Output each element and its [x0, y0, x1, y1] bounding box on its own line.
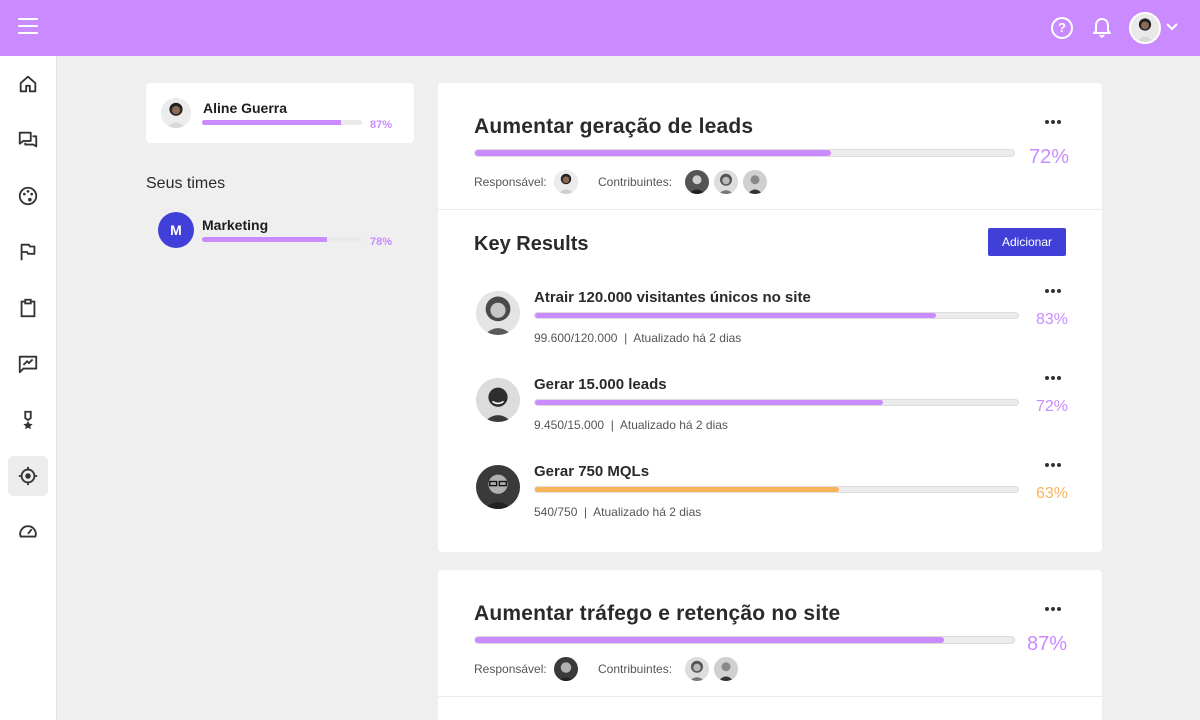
- objective-card: Aumentar geração de leads 72% Responsáve…: [438, 83, 1102, 552]
- clipboard-icon[interactable]: [8, 288, 48, 328]
- teams-title: Seus times: [146, 175, 226, 192]
- objective-card: Aumentar tráfego e retenção no site 87% …: [438, 570, 1102, 720]
- sidebar: [0, 56, 57, 720]
- chevron-down-icon[interactable]: [1166, 22, 1178, 32]
- objective-progress-bar: [474, 149, 1015, 157]
- responsavel-avatar[interactable]: [554, 170, 578, 194]
- profile-progress-fill: [202, 120, 342, 125]
- contribuintes-label: Contribuintes:: [598, 175, 673, 189]
- objective-progress-fill: [475, 150, 831, 156]
- kr-owner-avatar: [476, 291, 520, 335]
- hamburger-icon[interactable]: [18, 18, 38, 38]
- contributor-avatar[interactable]: [714, 170, 738, 194]
- team-percent: 78%: [370, 236, 393, 248]
- kr-progress-fill: [535, 313, 936, 318]
- flag-icon[interactable]: [8, 232, 48, 272]
- kr-meta: 9.450/15.000 | Atualizado há 2 dias: [534, 418, 728, 432]
- medal-icon[interactable]: [8, 400, 48, 440]
- objective-percent: 87%: [1027, 633, 1068, 655]
- bell-icon[interactable]: [1092, 17, 1112, 39]
- objective-title[interactable]: Aumentar tráfego e retenção no site: [474, 602, 841, 625]
- help-icon[interactable]: ?: [1051, 17, 1073, 39]
- responsavel-label: Responsável:: [474, 662, 547, 676]
- objective-percent: 72%: [1029, 146, 1070, 168]
- contribuintes-label: Contribuintes:: [598, 662, 673, 676]
- contributor-avatar[interactable]: [685, 657, 709, 681]
- objective-title[interactable]: Aumentar geração de leads: [474, 115, 754, 138]
- key-results-title: Key Results: [474, 233, 589, 255]
- team-badge: M: [158, 212, 194, 248]
- avatar: [161, 98, 191, 128]
- kr-progress-fill: [535, 400, 883, 405]
- speedometer-icon[interactable]: [8, 512, 48, 552]
- kr-progress-bar: [534, 486, 1019, 493]
- team-progress-bar: [202, 237, 362, 242]
- kr-owner-avatar: [476, 378, 520, 422]
- divider: [438, 696, 1102, 697]
- contributor-avatar[interactable]: [685, 170, 709, 194]
- chat-icon[interactable]: [8, 120, 48, 160]
- kr-percent: 83%: [1036, 311, 1069, 328]
- objective-progress-fill: [475, 637, 944, 643]
- feedback-icon[interactable]: [8, 344, 48, 384]
- profile-card[interactable]: Aline Guerra 87%: [146, 83, 414, 143]
- home-icon[interactable]: [8, 64, 48, 104]
- kr-percent: 72%: [1036, 398, 1069, 415]
- kr-meta: 99.600/120.000 | Atualizado há 2 dias: [534, 331, 742, 345]
- divider: [438, 209, 1102, 210]
- palette-icon[interactable]: [8, 176, 48, 216]
- target-icon[interactable]: [8, 456, 48, 496]
- contributor-avatar[interactable]: [743, 170, 767, 194]
- profile-progress-bar: [202, 120, 362, 125]
- objective-progress-bar: [474, 636, 1015, 644]
- kr-owner-avatar: [476, 465, 520, 509]
- kr-progress-bar: [534, 399, 1019, 406]
- more-options-icon[interactable]: [1045, 289, 1065, 295]
- more-options-icon[interactable]: [1045, 120, 1065, 126]
- responsavel-label: Responsável:: [474, 175, 547, 189]
- more-options-icon[interactable]: [1045, 607, 1065, 613]
- team-name[interactable]: Marketing: [202, 217, 269, 233]
- kr-meta: 540/750 | Atualizado há 2 dias: [534, 505, 702, 519]
- contributor-avatar[interactable]: [714, 657, 738, 681]
- top-bar: ?: [0, 0, 1200, 56]
- kr-progress-bar: [534, 312, 1019, 319]
- add-key-result-button[interactable]: Adicionar: [988, 228, 1066, 256]
- profile-name: Aline Guerra: [203, 100, 288, 116]
- kr-name[interactable]: Atrair 120.000 visitantes únicos no site: [534, 289, 811, 306]
- kr-name[interactable]: Gerar 750 MQLs: [534, 463, 650, 480]
- more-options-icon[interactable]: [1045, 376, 1065, 382]
- kr-percent: 63%: [1036, 485, 1069, 502]
- kr-name[interactable]: Gerar 15.000 leads: [534, 376, 667, 393]
- profile-percent: 87%: [370, 119, 393, 131]
- team-progress-fill: [202, 237, 327, 242]
- kr-progress-fill: [535, 487, 840, 492]
- responsavel-avatar[interactable]: [554, 657, 578, 681]
- user-avatar[interactable]: [1129, 12, 1161, 44]
- more-options-icon[interactable]: [1045, 463, 1065, 469]
